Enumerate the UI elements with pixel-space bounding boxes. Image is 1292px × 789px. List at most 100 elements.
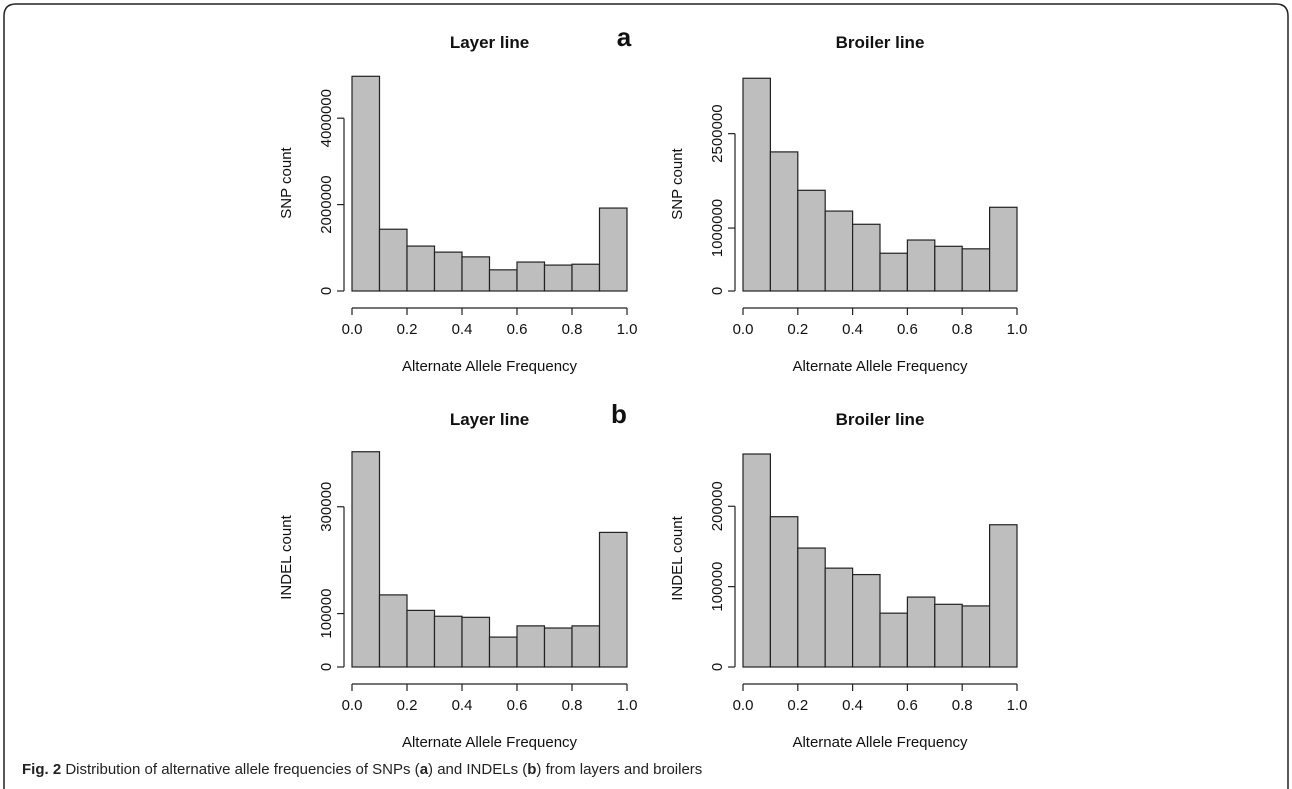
- panel-label: a: [617, 22, 632, 52]
- x-tick-label: 0.2: [397, 321, 418, 338]
- bar: [378, 228, 408, 292]
- y-tick-label: 0: [318, 663, 335, 671]
- x-tick-label: 0.0: [342, 697, 363, 714]
- x-tick-label: 0.8: [562, 697, 583, 714]
- y-tick-label: 2500000: [709, 104, 726, 162]
- y-tick-label: 1000000: [709, 199, 726, 257]
- bar: [461, 616, 491, 668]
- chart-title: Broiler line: [836, 410, 925, 429]
- y-axis-label: SNP count: [278, 146, 295, 218]
- bar: [906, 239, 936, 292]
- y-tick-label: 2000000: [318, 175, 335, 233]
- chart-title: Layer line: [450, 33, 529, 52]
- x-tick-label: 0.0: [733, 697, 754, 714]
- bar: [433, 251, 463, 292]
- x-tick-label: 0.0: [733, 321, 754, 338]
- bar: [797, 547, 826, 668]
- y-tick-label: 4000000: [318, 89, 335, 147]
- bar: [543, 264, 573, 292]
- x-tick-label: 0.4: [842, 697, 863, 714]
- y-tick-label: 100000: [709, 562, 726, 612]
- y-tick-label: 0: [709, 663, 726, 671]
- x-tick-label: 0.2: [397, 697, 418, 714]
- y-tick-label: 300000: [318, 482, 335, 532]
- bar: [879, 612, 908, 668]
- x-tick-label: 0.6: [507, 697, 528, 714]
- bar: [742, 77, 771, 292]
- x-tick-label: 1.0: [617, 697, 638, 714]
- x-tick-label: 0.4: [452, 697, 473, 714]
- caption-text: ) from layers and broilers: [536, 761, 703, 778]
- bar: [824, 567, 854, 668]
- x-tick-label: 1.0: [617, 321, 638, 338]
- bar: [571, 263, 601, 292]
- bar: [543, 627, 573, 668]
- bar: [516, 625, 546, 668]
- x-tick-label: 0.2: [787, 697, 808, 714]
- x-tick-label: 0.6: [897, 321, 918, 338]
- y-axis-label: INDEL count: [278, 514, 295, 599]
- x-tick-label: 1.0: [1007, 697, 1028, 714]
- caption-lead: Fig. 2: [22, 761, 62, 778]
- bar: [961, 605, 991, 668]
- bar: [934, 245, 963, 292]
- x-tick-label: 0.0: [342, 321, 363, 338]
- caption-text: b: [527, 761, 537, 778]
- x-axis-label: Alternate Allele Frequency: [402, 358, 578, 375]
- x-tick-label: 0.4: [452, 321, 473, 338]
- bar: [406, 245, 436, 292]
- y-tick-label: 0: [709, 287, 726, 295]
- x-axis-label: Alternate Allele Frequency: [792, 734, 968, 751]
- bar: [406, 609, 436, 668]
- bar: [461, 256, 491, 292]
- x-tick-label: 0.2: [787, 321, 808, 338]
- bar: [769, 516, 799, 668]
- bar: [598, 207, 628, 292]
- bar: [742, 453, 771, 668]
- bar: [934, 603, 963, 668]
- bar: [824, 210, 854, 292]
- y-tick-label: 0: [318, 287, 335, 295]
- bar: [988, 206, 1018, 292]
- bar: [769, 151, 799, 292]
- bar: [906, 596, 936, 668]
- bar: [351, 75, 381, 292]
- x-tick-label: 0.8: [952, 697, 973, 714]
- bar: [851, 573, 881, 668]
- panel-label: b: [611, 399, 627, 429]
- bar: [851, 223, 881, 292]
- caption-text: Distribution of alternative allele frequ…: [61, 761, 420, 778]
- caption-text: ) and INDELs (: [428, 761, 528, 778]
- chart-title: Layer line: [450, 410, 529, 429]
- y-axis-label: SNP count: [669, 147, 686, 219]
- x-tick-label: 0.4: [842, 321, 863, 338]
- x-axis-label: Alternate Allele Frequency: [402, 734, 578, 751]
- bar: [516, 261, 546, 292]
- bar: [598, 531, 628, 668]
- bar: [378, 594, 408, 668]
- y-tick-label: 100000: [318, 589, 335, 639]
- bar: [879, 252, 908, 292]
- bar: [988, 524, 1018, 668]
- x-tick-label: 0.8: [562, 321, 583, 338]
- x-tick-label: 0.6: [897, 697, 918, 714]
- bar: [571, 625, 601, 668]
- y-axis-label: INDEL count: [669, 515, 686, 600]
- x-tick-label: 0.8: [952, 321, 973, 338]
- bar: [961, 248, 991, 292]
- y-tick-label: 200000: [709, 481, 726, 531]
- bar: [797, 189, 826, 292]
- caption: Fig. 2 Distribution of alternative allel…: [22, 761, 702, 778]
- frame: [3, 3, 1289, 789]
- bar: [433, 615, 463, 668]
- chart-title: Broiler line: [836, 33, 925, 52]
- bar: [351, 451, 381, 668]
- x-tick-label: 1.0: [1007, 321, 1028, 338]
- bar: [488, 636, 518, 668]
- bar: [488, 269, 518, 292]
- caption-text: a: [419, 761, 429, 778]
- x-axis-label: Alternate Allele Frequency: [792, 358, 968, 375]
- x-tick-label: 0.6: [507, 321, 528, 338]
